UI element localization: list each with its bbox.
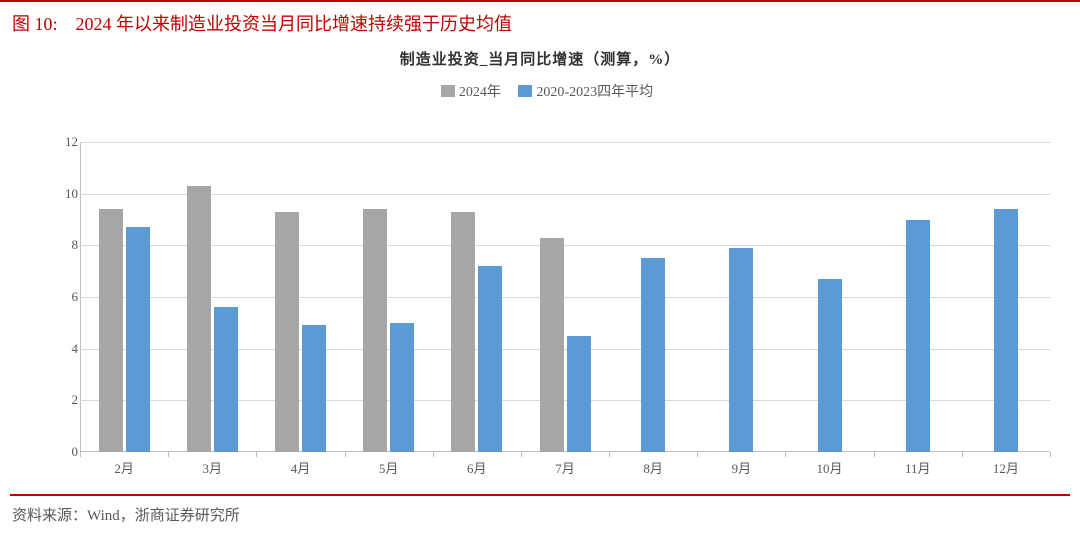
y-tick-label: 8 — [72, 237, 79, 253]
bar-series1 — [275, 212, 299, 452]
chart-title: 制造业投资_当月同比增速（测算，%） — [10, 42, 1070, 69]
figure-title: 2024 年以来制造业投资当月同比增速持续强于历史均值 — [76, 14, 513, 34]
plot-area — [80, 142, 1050, 452]
x-axis-labels: 2月 3月 4月 5月 6月 7月 8月 9月 10月 11月 12月 — [80, 458, 1050, 478]
x-tick-mark — [697, 452, 698, 457]
bar-series2 — [906, 220, 930, 453]
bar-series2 — [302, 325, 326, 452]
bar-series2 — [478, 266, 502, 452]
legend-swatch-series1 — [441, 85, 455, 97]
bar-series1 — [363, 209, 387, 452]
x-tick-label: 2月 — [114, 458, 134, 477]
bar-series1 — [451, 212, 475, 452]
bar-series2 — [994, 209, 1018, 452]
x-tick-mark — [168, 452, 169, 457]
x-tick-mark — [962, 452, 963, 457]
x-tick-label: 10月 — [817, 458, 843, 477]
x-tick-label: 3月 — [203, 458, 223, 477]
legend-swatch-series2 — [518, 85, 532, 97]
bar-series1 — [99, 209, 123, 452]
source-text: Wind，浙商证券研究所 — [87, 508, 240, 524]
grid-line — [80, 194, 1050, 195]
bar-series2 — [214, 307, 238, 452]
y-tick-label: 2 — [72, 392, 79, 408]
x-tick-label: 5月 — [379, 458, 399, 477]
chart-legend: 2024年 2020-2023四年平均 — [10, 81, 1070, 101]
y-tick-label: 6 — [72, 289, 79, 305]
x-tick-mark — [609, 452, 610, 457]
y-tick-label: 4 — [72, 341, 79, 357]
y-tick-label: 10 — [65, 186, 78, 202]
x-tick-mark — [345, 452, 346, 457]
legend-label-series1: 2024年 — [459, 85, 501, 100]
bar-series1 — [187, 186, 211, 452]
source-label: 资料来源： — [12, 508, 87, 524]
bar-series2 — [641, 258, 665, 452]
y-tick-label: 0 — [72, 444, 79, 460]
x-tick-label: 7月 — [555, 458, 575, 477]
x-tick-mark — [80, 452, 81, 457]
x-tick-label: 6月 — [467, 458, 487, 477]
bar-series2 — [390, 323, 414, 452]
x-tick-label: 4月 — [291, 458, 311, 477]
x-tick-mark — [433, 452, 434, 457]
y-tick-label: 12 — [65, 134, 78, 150]
grid-line — [80, 297, 1050, 298]
figure-number: 图 10: — [12, 14, 58, 34]
figure-header: 图 10: 2024 年以来制造业投资当月同比增速持续强于历史均值 — [0, 0, 1080, 42]
x-tick-label: 9月 — [732, 458, 752, 477]
grid-line — [80, 142, 1050, 143]
bar-series1 — [540, 238, 564, 452]
bar-series2 — [567, 336, 591, 452]
bar-series2 — [126, 227, 150, 452]
legend-label-series2: 2020-2023四年平均 — [536, 85, 653, 100]
grid-line — [80, 245, 1050, 246]
x-tick-label: 12月 — [993, 458, 1019, 477]
bar-series2 — [818, 279, 842, 452]
bar-series2 — [729, 248, 753, 452]
chart-area: 制造业投资_当月同比增速（测算，%） 2024年 2020-2023四年平均 0… — [10, 42, 1070, 492]
x-tick-mark — [256, 452, 257, 457]
x-tick-label: 8月 — [643, 458, 663, 477]
y-axis-labels: 024681012 — [50, 142, 78, 452]
source-line: 资料来源：Wind，浙商证券研究所 — [0, 496, 1080, 533]
x-tick-mark — [874, 452, 875, 457]
x-tick-mark — [521, 452, 522, 457]
x-tick-mark — [1050, 452, 1051, 457]
x-tick-mark — [785, 452, 786, 457]
x-tick-label: 11月 — [905, 458, 931, 477]
